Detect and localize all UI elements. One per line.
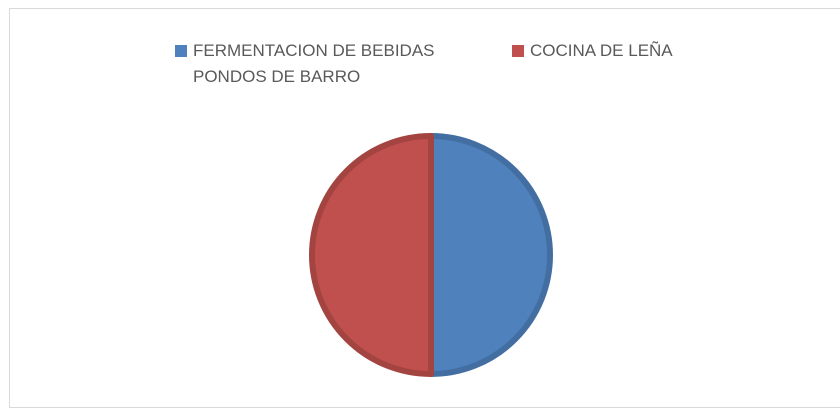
legend-label: FERMENTACION DE BEBIDAS PONDOS DE BARRO: [193, 41, 435, 86]
legend-label: COCINA DE LEÑA: [530, 41, 673, 60]
pie-slice: [309, 133, 434, 377]
legend: FERMENTACION DE BEBIDAS PONDOS DE BARRO C…: [175, 38, 673, 90]
legend-swatch: [512, 45, 524, 57]
legend-swatch: [175, 45, 187, 57]
legend-entry: COCINA DE LEÑA: [512, 38, 673, 64]
pie-slice: [428, 133, 553, 377]
legend-entry: FERMENTACION DE BEBIDAS PONDOS DE BARRO: [175, 38, 512, 90]
